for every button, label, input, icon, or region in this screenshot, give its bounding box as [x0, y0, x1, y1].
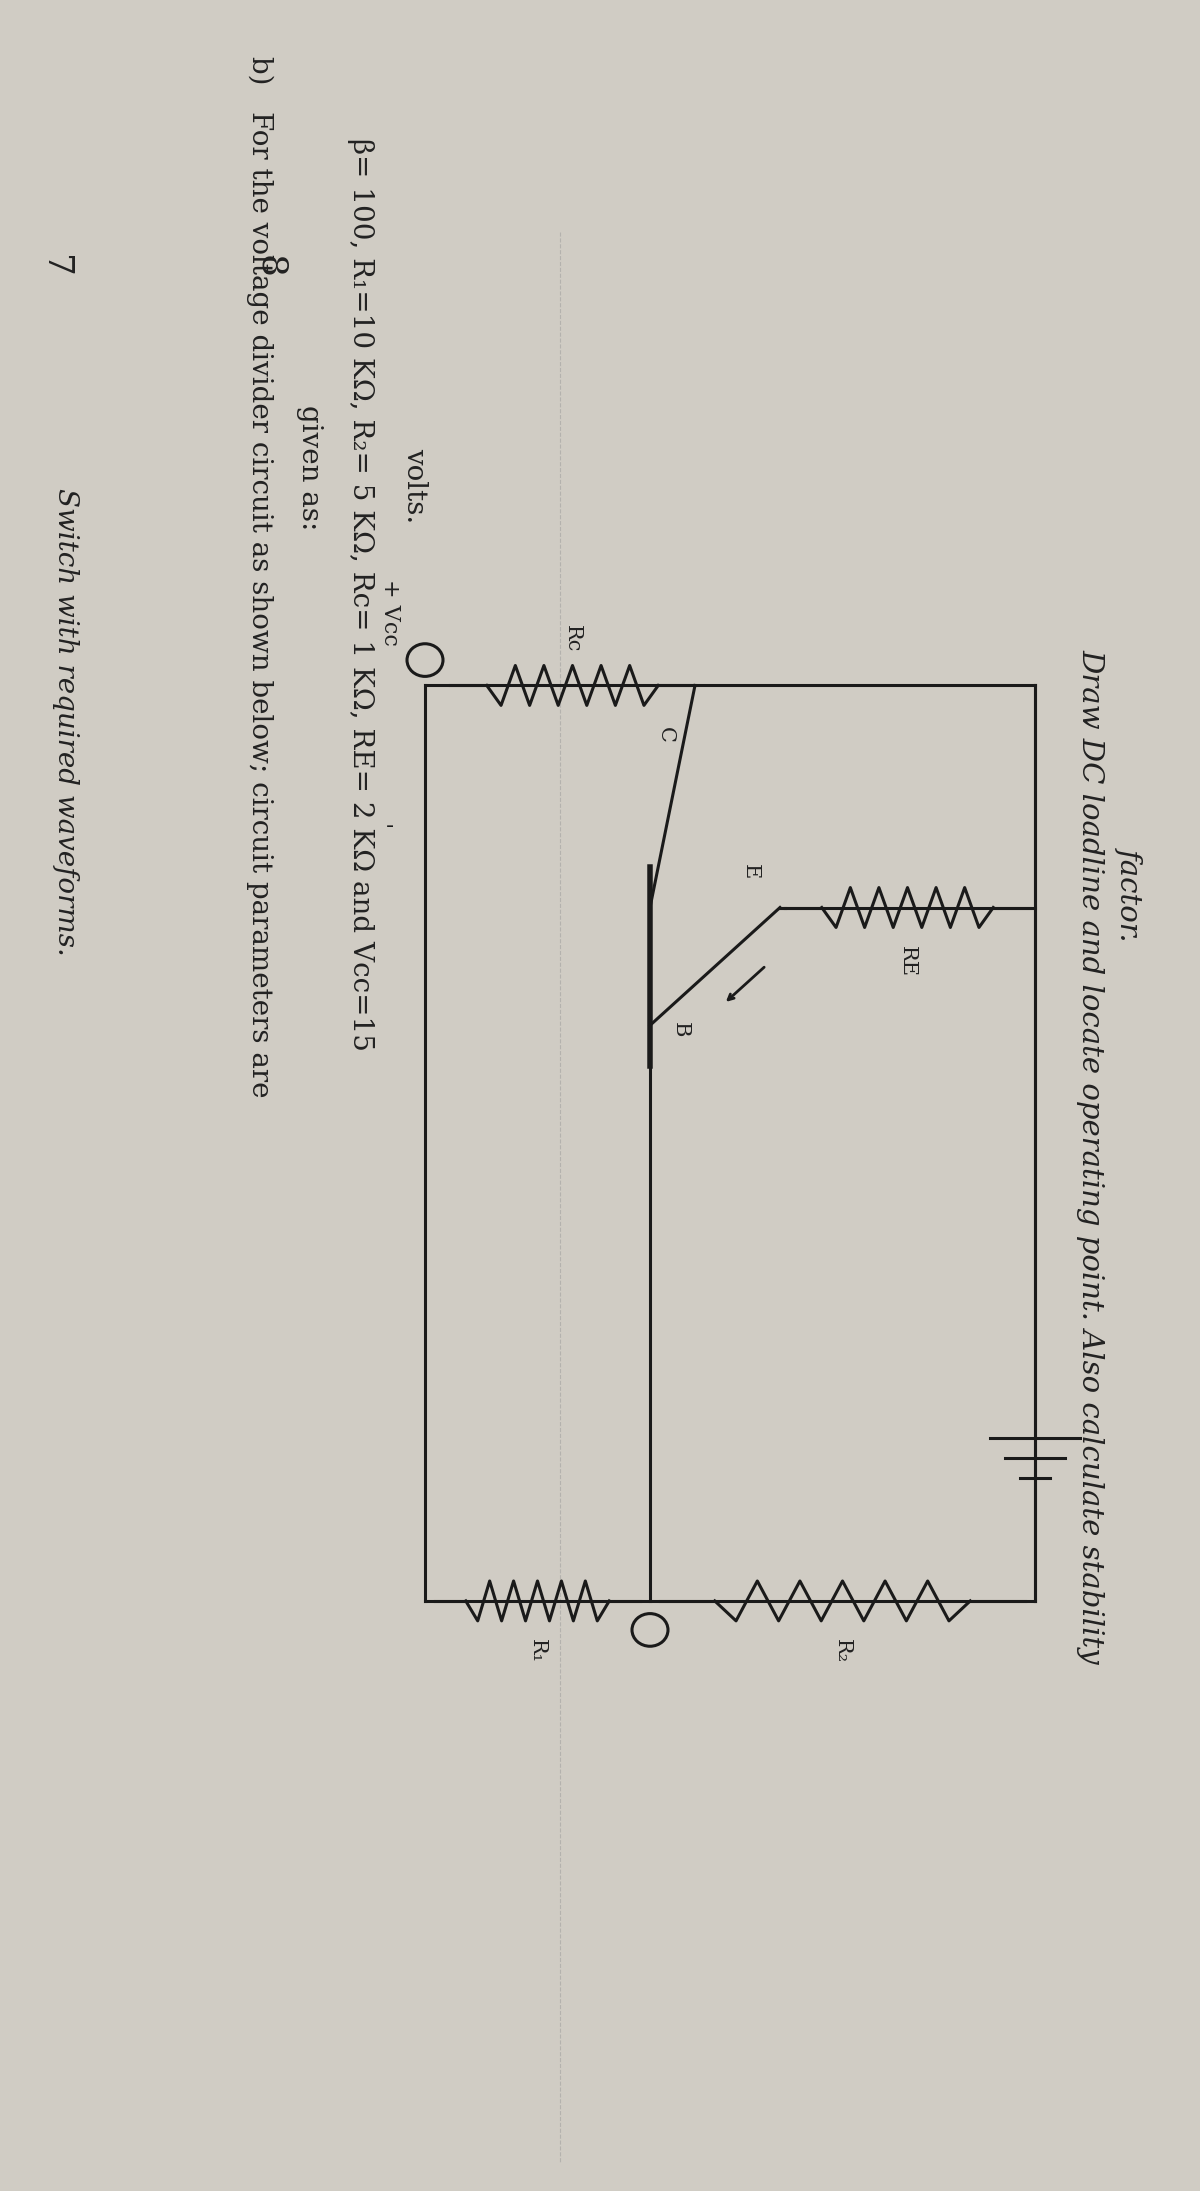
Text: B: B: [671, 1023, 690, 1039]
Text: R₁: R₁: [528, 1639, 546, 1663]
Text: -: -: [386, 815, 394, 837]
Text: R₂: R₂: [833, 1639, 852, 1663]
Text: Rc: Rc: [563, 624, 582, 653]
Text: C: C: [655, 727, 674, 743]
Text: Draw DC loadline and locate operating point. Also calculate stability: Draw DC loadline and locate operating po…: [1076, 649, 1104, 1665]
Text: RE: RE: [898, 947, 917, 977]
Text: E: E: [740, 863, 760, 879]
Text: 7: 7: [38, 254, 72, 278]
Text: Switch with required waveforms.: Switch with required waveforms.: [52, 489, 78, 955]
Text: + Vcc: + Vcc: [379, 578, 401, 646]
Text: 8: 8: [253, 254, 287, 278]
Text: given as:: given as:: [296, 405, 324, 530]
Text: b)   For the voltage divider circuit as shown below; circuit parameters are: b) For the voltage divider circuit as sh…: [246, 57, 274, 1098]
Text: β= 100, R₁=10 KΩ, R₂= 5 KΩ, Rc= 1 KΩ, RE= 2 KΩ and Vcc=15: β= 100, R₁=10 KΩ, R₂= 5 KΩ, Rc= 1 KΩ, RE…: [347, 138, 373, 1052]
Text: factor.: factor.: [1116, 848, 1144, 940]
Text: volts.: volts.: [402, 449, 428, 524]
